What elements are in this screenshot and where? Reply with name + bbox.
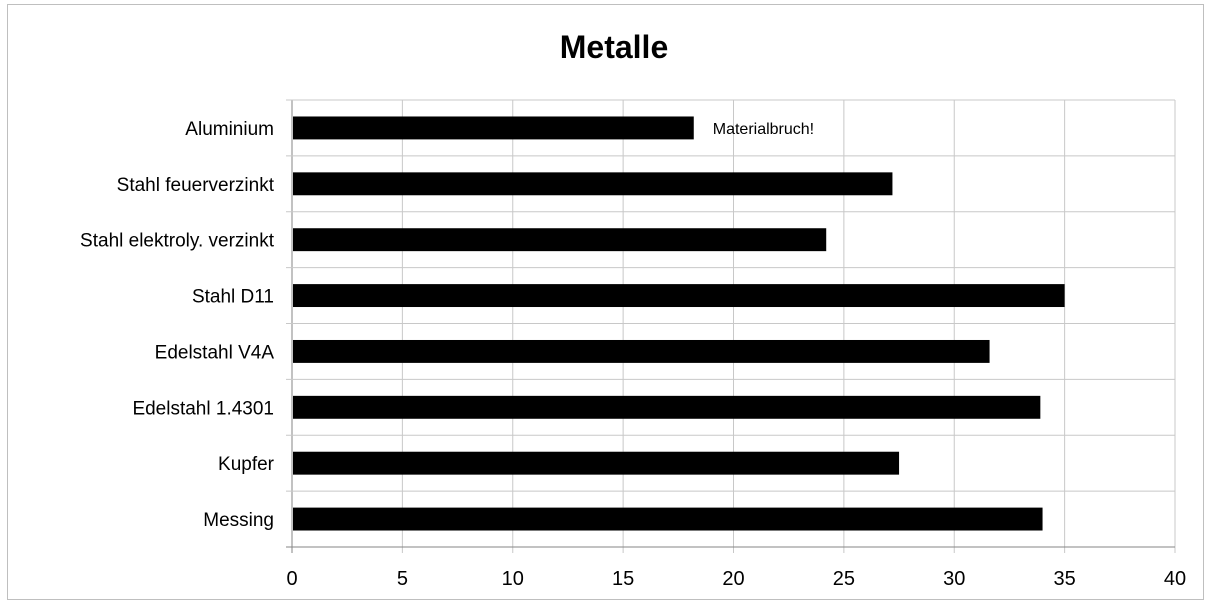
x-tick-label: 0 bbox=[286, 568, 297, 590]
x-tick-label: 40 bbox=[1164, 568, 1186, 590]
category-label: Edelstahl 1.4301 bbox=[132, 398, 274, 419]
bar-stahl-feuerverzinkt bbox=[293, 172, 893, 196]
bar-kupfer bbox=[293, 451, 900, 475]
category-label: Stahl feuerverzinkt bbox=[117, 175, 275, 196]
bar-edelstahl-1-4301 bbox=[293, 395, 1041, 419]
bar-aluminium bbox=[293, 116, 694, 140]
x-tick-label: 15 bbox=[612, 568, 634, 590]
bar-stahl-d11 bbox=[293, 284, 1065, 308]
category-label: Aluminium bbox=[185, 119, 274, 140]
bar-stahl-elektroly-verzinkt bbox=[293, 228, 827, 252]
chart-title: Metalle bbox=[560, 29, 668, 65]
bar-messing bbox=[293, 507, 1043, 531]
x-tick-labels: 0 5 10 15 20 25 30 35 40 bbox=[286, 568, 1186, 590]
bar-edelstahl-v4a bbox=[293, 339, 990, 363]
x-tick-label: 30 bbox=[943, 568, 965, 590]
x-tick-label: 35 bbox=[1054, 568, 1076, 590]
category-label: Messing bbox=[203, 510, 274, 531]
x-tick-label: 20 bbox=[722, 568, 744, 590]
category-label: Stahl D11 bbox=[192, 287, 274, 308]
x-tick-label: 10 bbox=[502, 568, 524, 590]
grid-lines bbox=[286, 99, 1176, 553]
x-tick-label: 5 bbox=[397, 568, 408, 590]
annotations: Materialbruch! bbox=[713, 121, 814, 138]
category-label: Kupfer bbox=[218, 454, 275, 475]
category-label: Edelstahl V4A bbox=[155, 342, 275, 363]
annotation-label: Materialbruch! bbox=[713, 121, 814, 138]
x-tick-label: 25 bbox=[833, 568, 855, 590]
category-label: Stahl elektroly. verzinkt bbox=[80, 231, 275, 252]
category-labels: Aluminium Stahl feuerverzinkt Stahl elektr… bbox=[80, 119, 275, 531]
bars bbox=[293, 116, 1065, 531]
